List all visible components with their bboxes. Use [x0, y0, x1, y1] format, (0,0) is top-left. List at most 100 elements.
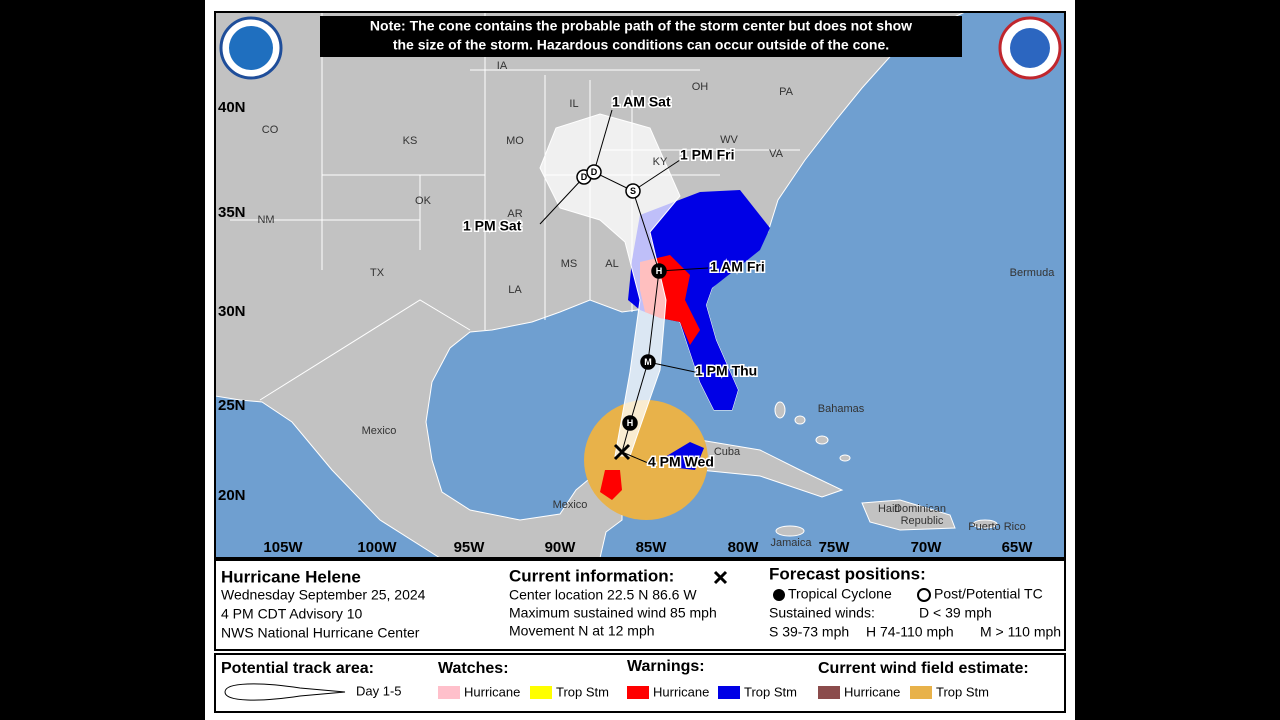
- forecast-time: 1 AM Sat: [612, 94, 671, 110]
- forecast-point-letter: H: [627, 418, 634, 428]
- ts-warning: [628, 190, 770, 410]
- jamaica: [775, 525, 805, 537]
- longitude-label: 95W: [454, 539, 486, 556]
- state-label: MO: [506, 135, 524, 147]
- legend-swatch: [530, 686, 552, 699]
- forecast-item: S 39-73 mph: [769, 624, 849, 640]
- forecast-point: [625, 183, 641, 199]
- legend-swatch: [910, 686, 932, 699]
- legend-heading: Potential track area:: [221, 660, 374, 677]
- legend-swatch: [438, 686, 460, 699]
- forecast-point-letter: M: [644, 357, 652, 367]
- latitude-label: 40N: [218, 99, 246, 116]
- nws-logo-inner: [1010, 28, 1050, 68]
- note: Note: The cone contains the probable pat…: [370, 18, 912, 34]
- place-label: Haiti: [878, 503, 900, 515]
- tc-icon: [773, 589, 785, 601]
- info-line: 4 PM CDT Advisory 10: [221, 606, 363, 622]
- forecast-point: [586, 164, 602, 180]
- state-label: KY: [653, 156, 668, 168]
- forecast-point-letter: D: [591, 167, 598, 177]
- forecast-time: 4 PM Wed: [648, 454, 714, 470]
- legend-item: Day 1-5: [356, 683, 402, 698]
- state-label: WV: [720, 134, 738, 146]
- state-label: LA: [508, 284, 522, 296]
- current-position: [613, 443, 631, 461]
- latitude-label: 35N: [218, 204, 246, 221]
- place-label: Dominican: [894, 503, 946, 515]
- state-label: PA: [779, 86, 794, 98]
- forecast-item: Post/Potential TC: [934, 586, 1043, 602]
- puerto-rico: [972, 519, 998, 529]
- legend-item: Trop Stm: [556, 684, 609, 699]
- note-box: [320, 16, 962, 57]
- legend-item: Hurricane: [464, 684, 520, 699]
- forecast-item: H 74-110 mph: [866, 624, 954, 640]
- legend-heading: Warnings:: [627, 658, 705, 675]
- current-icon: [713, 570, 728, 585]
- latitude-label: 20N: [218, 487, 246, 504]
- hispaniola: [861, 499, 956, 531]
- forecast-item: Tropical Cyclone: [788, 586, 892, 602]
- latitude-label: 25N: [218, 397, 246, 414]
- ptc-icon: [917, 588, 931, 602]
- state-label: IL: [569, 98, 578, 110]
- forecast-point: [651, 263, 667, 279]
- current-line: Movement N at 12 mph: [509, 623, 655, 639]
- leaders: [539, 109, 709, 464]
- note: the size of the storm. Hazardous conditi…: [393, 37, 889, 53]
- state-label: OH: [692, 81, 709, 93]
- info-line: NWS National Hurricane Center: [221, 625, 420, 641]
- forecast-time: 1 PM Fri: [680, 147, 734, 163]
- place-label: Republic: [901, 515, 944, 527]
- current-line: Maximum sustained wind 85 mph: [509, 605, 717, 621]
- legend-item: Trop Stm: [744, 684, 797, 699]
- forecast-point-letter: S: [630, 186, 636, 196]
- forecast-point-letter: H: [656, 266, 663, 276]
- legend-heading: Watches:: [438, 660, 509, 677]
- legend-swatch: [718, 686, 740, 699]
- legend-item: Hurricane: [844, 684, 900, 699]
- forecast-title: Forecast positions:: [769, 564, 926, 583]
- bahamas: [774, 401, 851, 462]
- forecast-point-letter: D: [581, 172, 588, 182]
- cone-icon: [224, 683, 346, 701]
- longitude-label: 65W: [1002, 539, 1034, 556]
- map-border: [214, 11, 1066, 559]
- forecast-time: 1 AM Fri: [710, 259, 765, 275]
- mexico-hurricane-warning: [600, 470, 622, 500]
- longitude-label: 100W: [357, 539, 397, 556]
- state-label: CO: [262, 124, 279, 136]
- storm-name: Hurricane Helene: [221, 567, 361, 586]
- forecast-time: 1 PM Sat: [463, 218, 522, 234]
- forecast-time: 1 PM Thu: [695, 363, 757, 379]
- state-label: AL: [605, 258, 618, 270]
- current-line: Center location 22.5 N 86.6 W: [509, 587, 697, 603]
- current-title: Current information:: [509, 566, 674, 585]
- place-label: Mexico: [553, 499, 588, 511]
- place-label: Mexico: [362, 425, 397, 437]
- place-label: Cuba: [714, 446, 741, 458]
- longitude-label: 75W: [819, 539, 851, 556]
- longitude-label: 70W: [911, 539, 943, 556]
- state-label: MS: [561, 258, 578, 270]
- forecast-point: [622, 415, 638, 431]
- state-label: VA: [769, 148, 784, 160]
- info-line: Wednesday September 25, 2024: [221, 587, 426, 603]
- place-label: Bahamas: [818, 403, 865, 415]
- legend-item: Trop Stm: [936, 684, 989, 699]
- latitude-label: 30N: [218, 303, 246, 320]
- legend-heading: Current wind field estimate:: [818, 660, 1029, 677]
- place-label: Jamaica: [771, 537, 813, 549]
- info-box: [214, 559, 1066, 651]
- forecast-item: D < 39 mph: [919, 605, 992, 621]
- longitude-label: 85W: [636, 539, 668, 556]
- forecast-item: Sustained winds:: [769, 605, 875, 621]
- state-label: NM: [257, 214, 274, 226]
- state-label: KS: [403, 135, 418, 147]
- place-label: Bermuda: [1010, 267, 1056, 279]
- legend-box: [214, 653, 1066, 713]
- longitude-label: 90W: [545, 539, 577, 556]
